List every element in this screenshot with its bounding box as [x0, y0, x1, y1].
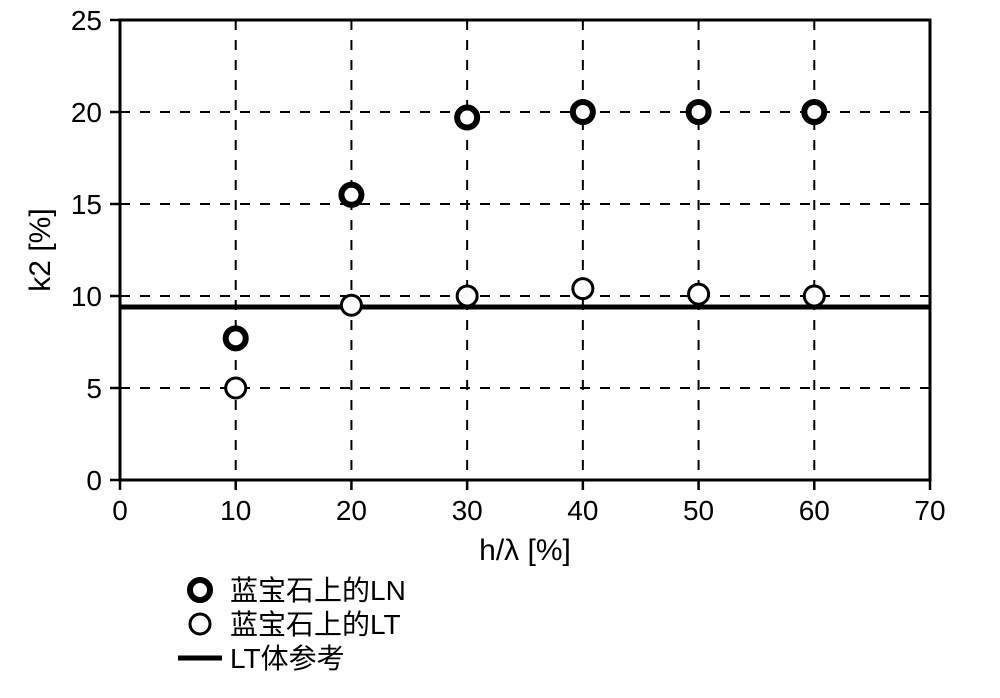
legend-label-lt-bulk-ref: LT体参考	[230, 643, 345, 674]
x-tick-label: 30	[452, 495, 483, 526]
legend-marker-ln-on-sapphire	[190, 580, 210, 600]
marker-ln-on-sapphire	[804, 102, 824, 122]
x-tick-label: 10	[220, 495, 251, 526]
marker-ln-on-sapphire	[341, 185, 361, 205]
x-tick-label: 40	[567, 495, 598, 526]
marker-ln-on-sapphire	[689, 102, 709, 122]
chart-svg: 0 10 20 30 40 50 60 70 0 5 10 15 20 25 h/λ [%] k2 [%] 蓝宝…	[0, 0, 1000, 698]
x-tick-label: 60	[799, 495, 830, 526]
marker-lt-on-sapphire	[457, 286, 477, 306]
marker-lt-on-sapphire	[226, 378, 246, 398]
x-tick-label: 50	[683, 495, 714, 526]
x-tick-label: 70	[914, 495, 945, 526]
marker-lt-on-sapphire	[341, 295, 361, 315]
marker-ln-on-sapphire	[457, 108, 477, 128]
y-tick-label: 20	[71, 97, 102, 128]
marker-ln-on-sapphire	[573, 102, 593, 122]
x-tick-label: 0	[112, 495, 128, 526]
y-tick-label: 25	[71, 5, 102, 36]
marker-ln-on-sapphire	[226, 328, 246, 348]
y-tick-label: 10	[71, 281, 102, 312]
legend-label-ln-on-sapphire: 蓝宝石上的LN	[230, 575, 406, 606]
x-tick-label: 20	[336, 495, 367, 526]
y-axis-label: k2 [%]	[24, 208, 57, 291]
y-tick-label: 5	[86, 373, 102, 404]
legend-label-lt-on-sapphire: 蓝宝石上的LT	[230, 609, 401, 640]
x-axis-label: h/λ [%]	[479, 534, 571, 567]
legend-marker-lt-on-sapphire	[190, 614, 210, 634]
marker-lt-on-sapphire	[689, 284, 709, 304]
marker-lt-on-sapphire	[804, 286, 824, 306]
y-tick-label: 0	[86, 465, 102, 496]
chart-container: 0 10 20 30 40 50 60 70 0 5 10 15 20 25 h/λ [%] k2 [%] 蓝宝…	[0, 0, 1000, 698]
y-tick-label: 15	[71, 189, 102, 220]
marker-lt-on-sapphire	[573, 279, 593, 299]
